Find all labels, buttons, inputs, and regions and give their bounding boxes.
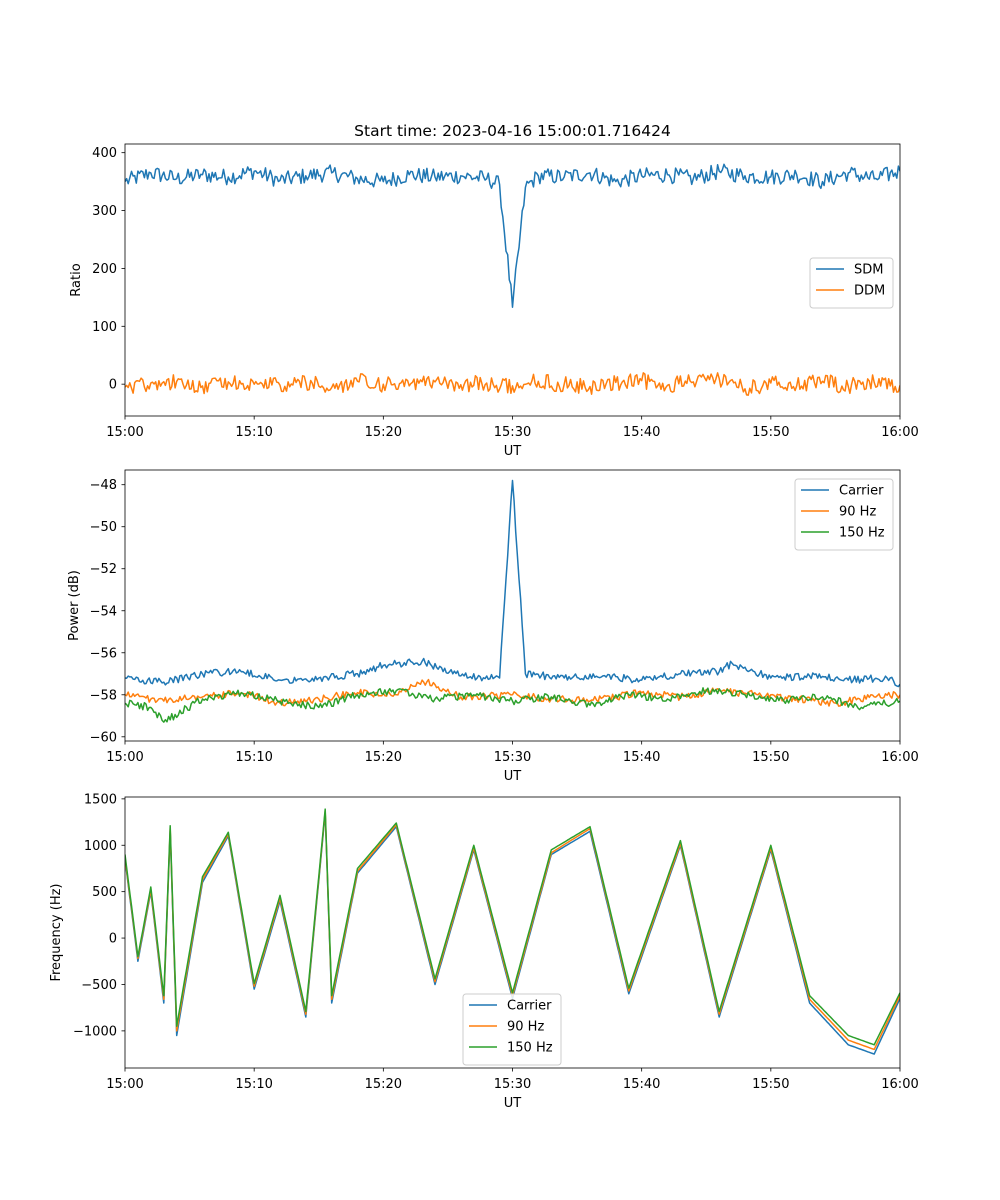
y-tick-label: −56 xyxy=(90,646,117,661)
y-tick-label: −1000 xyxy=(73,1024,117,1039)
y-tick-label: 300 xyxy=(92,204,117,219)
y-tick-label: 400 xyxy=(92,146,117,161)
y-tick-label: 1500 xyxy=(84,792,117,807)
x-tick-label: 16:00 xyxy=(881,1077,918,1092)
x-tick-label: 15:40 xyxy=(623,750,660,765)
y-tick-label: 0 xyxy=(109,932,117,947)
legend-label: SDM xyxy=(854,263,883,278)
series-line-carrier xyxy=(125,479,900,688)
x-axis-label: UT xyxy=(504,444,522,459)
y-tick-label: −58 xyxy=(90,688,117,703)
series-line-150-hz xyxy=(125,808,900,1046)
x-tick-label: 15:00 xyxy=(106,750,143,765)
legend: Carrier 90 Hz 150 Hz xyxy=(462,993,562,1066)
y-axis-label: Frequency (Hz) xyxy=(49,883,64,981)
y-tick-label: −50 xyxy=(90,520,117,535)
series-lines xyxy=(125,479,900,723)
y-tick-label: 100 xyxy=(92,320,117,335)
legend: SDM DDM xyxy=(809,257,894,309)
subplot-3: 15:00 15:10 15:20 15:30 15:40 15:50 16:00 1500 1… xyxy=(49,792,919,1111)
x-tick-label: 16:00 xyxy=(881,425,918,440)
y-tick-label: 500 xyxy=(92,885,117,900)
x-tick-label: 15:30 xyxy=(494,425,531,440)
x-tick-label: 15:50 xyxy=(752,750,789,765)
legend-label: Carrier xyxy=(839,484,884,499)
x-tick-label: 16:00 xyxy=(881,750,918,765)
legend: Carrier 90 Hz 150 Hz xyxy=(794,478,894,551)
x-tick-label: 15:00 xyxy=(106,1077,143,1092)
x-tick-label: 15:30 xyxy=(494,1077,531,1092)
x-tick-label: 15:20 xyxy=(365,425,402,440)
x-axis-label: UT xyxy=(504,769,522,784)
x-tick-label: 15:50 xyxy=(752,1077,789,1092)
y-tick-label: −48 xyxy=(90,478,117,493)
plot-area xyxy=(125,144,900,416)
x-tick-label: 15:10 xyxy=(235,425,272,440)
y-tick-label: −500 xyxy=(81,978,117,993)
series-line-ddm xyxy=(125,372,900,396)
series-line-sdm xyxy=(125,163,900,308)
x-tick-label: 15:30 xyxy=(494,750,531,765)
subplot-2: 15:00 15:10 15:20 15:30 15:40 15:50 16:00 −48 −5… xyxy=(67,469,919,784)
x-axis-label: UT xyxy=(504,1096,522,1111)
x-tick-label: 15:20 xyxy=(365,750,402,765)
series-lines xyxy=(125,163,900,396)
legend-label: 150 Hz xyxy=(507,1041,553,1056)
x-tick-label: 15:10 xyxy=(235,1077,272,1092)
x-tick-label: 15:10 xyxy=(235,750,272,765)
x-tick-label: 15:40 xyxy=(623,425,660,440)
y-axis-label: Ratio xyxy=(69,263,84,296)
y-tick-label: 0 xyxy=(109,378,117,393)
x-tick-label: 15:40 xyxy=(623,1077,660,1092)
x-tick-label: 15:20 xyxy=(365,1077,402,1092)
legend-label: Carrier xyxy=(507,999,552,1014)
y-tick-label: 200 xyxy=(92,262,117,277)
legend-label: 90 Hz xyxy=(839,505,876,520)
x-tick-label: 15:00 xyxy=(106,425,143,440)
y-tick-label: 1000 xyxy=(84,839,117,854)
y-axis-label: Power (dB) xyxy=(67,570,82,641)
legend-label: 150 Hz xyxy=(839,526,885,541)
legend-label: 90 Hz xyxy=(507,1020,544,1035)
legend-box xyxy=(809,257,894,309)
y-tick-label: −52 xyxy=(90,562,117,577)
legend-label: DDM xyxy=(854,284,885,299)
y-tick-label: −60 xyxy=(90,730,117,745)
x-tick-label: 15:50 xyxy=(752,425,789,440)
series-line-150-hz xyxy=(125,687,900,723)
y-tick-label: −54 xyxy=(90,604,117,619)
chart-title: Start time: 2023-04-16 15:00:01.716424 xyxy=(354,122,671,140)
subplot-1: 15:00 15:10 15:20 15:30 15:40 15:50 16:00 0 100 2… xyxy=(69,122,919,459)
